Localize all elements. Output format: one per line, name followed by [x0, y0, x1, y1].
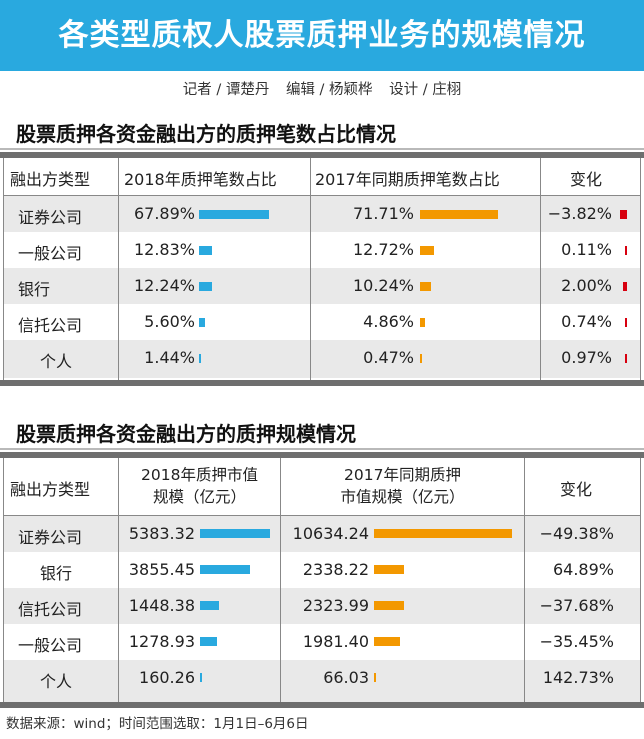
table2-change-label: 142.73% — [542, 668, 614, 687]
table1-2017-label: 4.86% — [363, 312, 414, 331]
table1-2018-label: 12.83% — [133, 240, 195, 259]
table1-change-label: −3.82% — [547, 204, 612, 223]
table1-2017-bar — [420, 282, 432, 291]
table2-change-label: −35.45% — [539, 632, 614, 651]
table2-2018-bar — [200, 565, 251, 574]
table2-2017-bar — [374, 673, 376, 682]
table1-change-bar — [620, 210, 627, 219]
table2-change-label: −37.68% — [539, 596, 614, 615]
table1-2018-label: 1.44% — [144, 348, 195, 367]
table2-title: 股票质押各资金融出方的质押规模情况 — [16, 422, 356, 446]
table1-header-change: 变化 — [570, 170, 603, 189]
table1-2017-label: 71.71% — [352, 204, 414, 223]
table1-change-label: 0.97% — [561, 348, 612, 367]
table1-top-rule — [0, 148, 644, 150]
table1-row-category: 个人 — [40, 352, 73, 371]
table1-change-bar — [625, 246, 627, 255]
table2-2017-label: 1981.40 — [302, 632, 369, 651]
table1-2017-bar — [420, 318, 426, 327]
table1-2018-bar — [199, 318, 205, 327]
table2-2018-label: 1278.93 — [128, 632, 195, 651]
table2-change-label: 64.89% — [552, 560, 614, 579]
table2-header-type: 融出方类型 — [10, 480, 91, 499]
title-banner: 各类型质权人股票质押业务的规模情况 — [0, 0, 644, 71]
table2-2018-bar — [200, 529, 270, 538]
credits-line: 记者 / 谭楚丹 编辑 / 杨颖桦 设计 / 庄栩 — [0, 78, 644, 99]
table2-header-2017: 2017年同期质押 市值规模（亿元） — [340, 466, 465, 506]
table2-2017-bar — [374, 637, 400, 646]
table1-2018-label: 67.89% — [133, 204, 195, 223]
table2-top-rule — [0, 448, 644, 450]
table1-change-bar — [625, 354, 627, 363]
page-title: 各类型质权人股票质押业务的规模情况 — [58, 18, 586, 53]
table1-2017-bar — [420, 246, 434, 255]
table2-2018-bar — [200, 601, 219, 610]
table1-row-category: 证券公司 — [18, 208, 83, 227]
table1-row-category: 银行 — [18, 280, 51, 299]
table1-2018-label: 5.60% — [144, 312, 195, 331]
table2-2017-bar — [374, 565, 405, 574]
table1-2017-bar — [420, 210, 499, 219]
table2-row-category: 银行 — [40, 564, 73, 583]
table1-header-type: 融出方类型 — [10, 170, 91, 189]
table1-title: 股票质押各资金融出方的质押笔数占比情况 — [16, 122, 396, 146]
table2-row-category: 个人 — [40, 672, 73, 691]
table2-top-band — [0, 452, 644, 458]
table1-change-label: 2.00% — [561, 276, 612, 295]
table2-row-category: 一般公司 — [18, 636, 83, 655]
table1-row-category: 信托公司 — [18, 316, 83, 335]
table1-change-bar — [623, 282, 627, 291]
table1-2018-bar — [199, 210, 269, 219]
table2-header-2018: 2018年质押市值 规模（亿元） — [141, 466, 258, 506]
table2-2018-bar — [200, 637, 217, 646]
table1-2017-label: 0.47% — [363, 348, 414, 367]
data-source-note: 数据来源：wind；时间范围选取：1月1日–6月6日 — [6, 716, 309, 732]
table1-change-label: 0.11% — [561, 240, 612, 259]
table1-2018-bar — [199, 354, 201, 363]
table2-bottom-band — [0, 702, 644, 708]
table1-header-2018: 2018年质押笔数占比 — [124, 170, 277, 189]
table1-2018-bar — [199, 282, 212, 291]
table2-2017-label: 66.03 — [323, 668, 369, 687]
table2-2018-bar — [200, 673, 203, 682]
table2-row-category: 信托公司 — [18, 600, 83, 619]
reporter-credit: 记者 / 谭楚丹 — [182, 82, 270, 98]
table2-2017-bar — [374, 529, 512, 538]
table1-change-label: 0.74% — [561, 312, 612, 331]
table1-2017-bar — [420, 354, 422, 363]
table1-bottom-band — [0, 380, 644, 386]
table1-2018-bar — [199, 246, 213, 255]
table1-change-bar — [625, 318, 627, 327]
table2-2017-label: 2323.99 — [302, 596, 369, 615]
table1-header-2017: 2017年同期质押笔数占比 — [315, 170, 500, 189]
table1-top-band — [0, 152, 644, 158]
table2-row-category: 证券公司 — [18, 528, 83, 547]
table2-change-label: −49.38% — [539, 524, 614, 543]
table1: 融出方类型 2018年质押笔数占比 2017年同期质押笔数占比 变化 证券公司 6… — [3, 158, 641, 380]
table2: 融出方类型 2018年质押市值 规模（亿元） 2017年同期质押 市值规模（亿元… — [3, 458, 641, 702]
table1-2017-label: 12.72% — [352, 240, 414, 259]
table2-2017-label: 10634.24 — [292, 524, 369, 543]
table2-2018-label: 160.26 — [139, 668, 195, 687]
table2-header-change: 变化 — [560, 480, 593, 499]
table2-2018-label: 3855.45 — [128, 560, 195, 579]
table2-2017-label: 2338.22 — [302, 560, 369, 579]
table1-row-category: 一般公司 — [18, 244, 83, 263]
editor-credit: 编辑 / 杨颖桦 — [285, 82, 373, 98]
table2-2017-bar — [374, 601, 405, 610]
design-credit: 设计 / 庄栩 — [389, 82, 462, 98]
table1-2017-label: 10.24% — [352, 276, 414, 295]
table2-2018-label: 1448.38 — [128, 596, 195, 615]
table2-2018-label: 5383.32 — [128, 524, 195, 543]
table1-2018-label: 12.24% — [133, 276, 195, 295]
